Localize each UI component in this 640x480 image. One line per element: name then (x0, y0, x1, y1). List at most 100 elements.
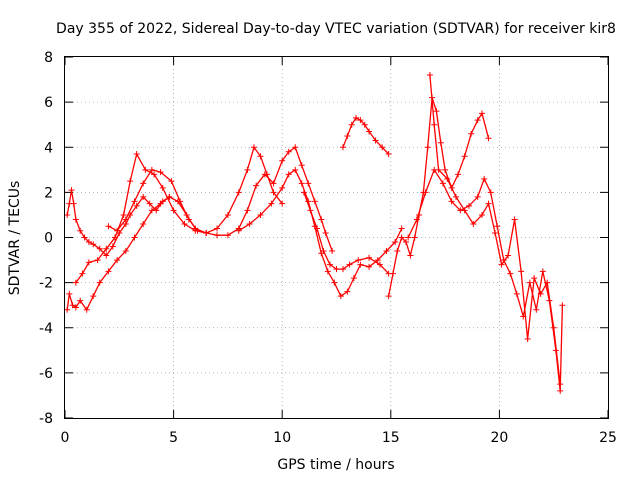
data-point (311, 198, 318, 205)
data-point (357, 261, 364, 268)
data-point (170, 207, 177, 214)
y-tick-label: -4 (39, 321, 53, 337)
data-point (140, 180, 147, 187)
data-point (185, 216, 192, 223)
data-point (257, 153, 264, 160)
data-point (439, 180, 446, 187)
data-point (114, 257, 121, 264)
data-point (442, 166, 449, 173)
data-point (435, 166, 442, 173)
data-point (96, 245, 103, 252)
data-point (394, 248, 401, 255)
data-point (133, 151, 140, 158)
data-point (133, 202, 140, 209)
x-tick-label: 5 (169, 430, 178, 446)
grid-lines (65, 57, 608, 418)
data-point (68, 187, 75, 194)
data-point (544, 279, 551, 286)
data-point (140, 220, 147, 227)
data-point (131, 198, 138, 205)
data-point (270, 189, 277, 196)
data-point (64, 306, 71, 313)
data-point (485, 200, 492, 207)
y-tick-label: 0 (44, 231, 53, 247)
data-point (539, 268, 546, 275)
data-point (413, 216, 420, 223)
data-point (340, 266, 347, 273)
data-point (253, 182, 260, 189)
data-point (105, 223, 112, 230)
series-line (342, 117, 390, 155)
data-point (313, 225, 320, 232)
data-point (148, 207, 155, 214)
data-point (307, 207, 314, 214)
data-point (257, 211, 264, 218)
data-point (300, 189, 307, 196)
x-tick-label: 25 (599, 430, 617, 446)
data-point (492, 229, 499, 236)
data-point (66, 290, 73, 297)
plot-frame (64, 56, 609, 419)
data-point (298, 162, 305, 169)
data-point (159, 184, 166, 191)
data-point (72, 279, 79, 286)
data-point (403, 239, 410, 246)
data-point (531, 275, 538, 282)
series-line (66, 189, 170, 257)
data-point (392, 239, 399, 246)
series-line (407, 168, 564, 391)
data-point (361, 121, 368, 128)
data-point (83, 306, 90, 313)
data-point (550, 324, 557, 331)
data-point (72, 304, 79, 311)
series-line (303, 192, 390, 275)
data-point (79, 270, 86, 277)
series-track-f (300, 189, 392, 277)
data-point (448, 198, 455, 205)
data-point (422, 189, 429, 196)
series-line (387, 97, 490, 297)
data-point (181, 220, 188, 227)
x-tick-label: 10 (273, 430, 291, 446)
data-point (372, 137, 379, 144)
data-point (244, 207, 251, 214)
data-point (333, 266, 340, 273)
series-line (108, 146, 333, 252)
tick-labels: 0 5 10 15 20 25 -8 -6 -4 -2 0 2 4 6 8 (39, 50, 617, 446)
data-point (194, 227, 201, 234)
series-track-a (64, 187, 173, 259)
data-point (322, 229, 329, 236)
data-point (474, 117, 481, 124)
data-point (305, 180, 312, 187)
data-point (103, 252, 110, 259)
data-point (455, 171, 462, 178)
data-point (479, 110, 486, 117)
data-point (157, 169, 164, 176)
data-point (557, 387, 564, 394)
data-point (505, 252, 512, 259)
data-point (298, 180, 305, 187)
data-point (329, 248, 336, 255)
data-point (498, 261, 505, 268)
axis-ticks (64, 56, 609, 419)
y-tick-label: -6 (39, 366, 53, 382)
data-point (468, 130, 475, 137)
y-tick-label: 6 (44, 95, 53, 111)
data-point (357, 117, 364, 124)
data-point (376, 261, 383, 268)
data-point (481, 175, 488, 182)
data-point (72, 216, 79, 223)
chart-title: Day 355 of 2022, Sidereal Day-to-day VTE… (56, 21, 616, 37)
data-point (355, 257, 362, 264)
data-point (105, 268, 112, 275)
data-point (94, 257, 101, 264)
x-tick-label: 20 (490, 430, 508, 446)
data-point (461, 207, 468, 214)
data-point (292, 166, 299, 173)
data-point (405, 234, 412, 241)
data-point (111, 234, 118, 241)
data-point (103, 245, 110, 252)
data-point (366, 128, 373, 135)
data-point (270, 180, 277, 187)
